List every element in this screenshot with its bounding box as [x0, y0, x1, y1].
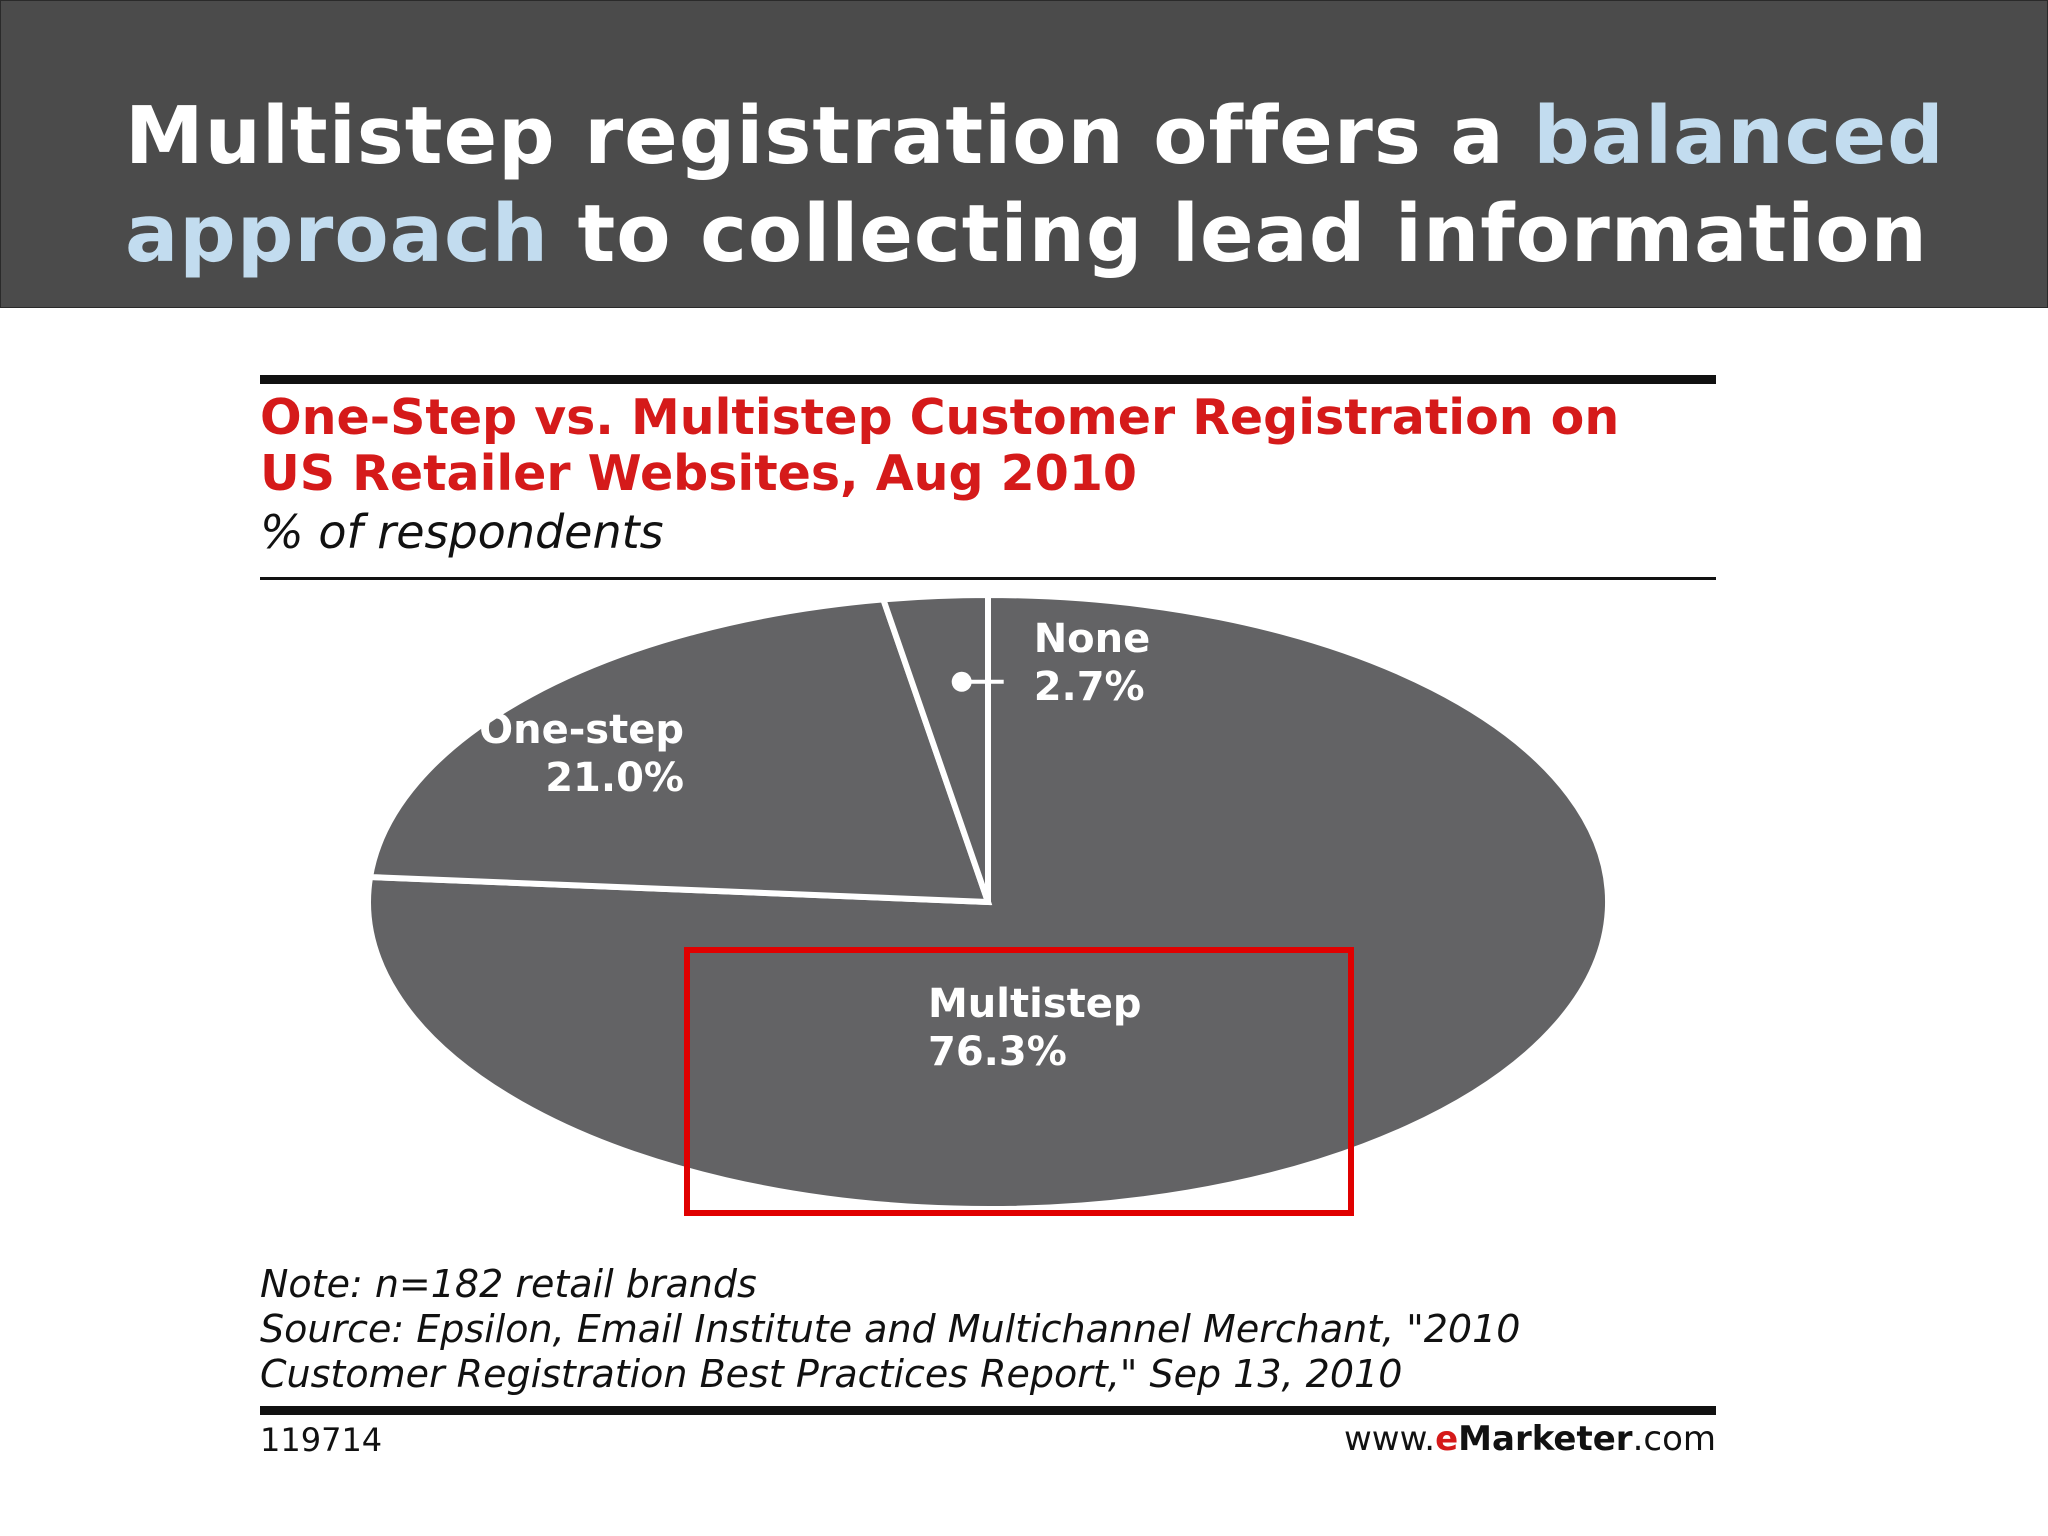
- title-part-2: to collecting lead information: [549, 188, 1928, 280]
- brand-prefix: www.: [1344, 1419, 1436, 1459]
- brand-url: www.eMarketer.com: [1344, 1419, 1716, 1459]
- chart-title: One-Step vs. Multistep Customer Registra…: [260, 390, 1660, 502]
- label-none: None: [1034, 616, 1151, 662]
- chart-id: 119714: [260, 1421, 383, 1459]
- brand-name: Marketer: [1458, 1419, 1633, 1459]
- pie-annotations: [684, 671, 1354, 1216]
- value-one-step: 21.0%: [545, 755, 684, 801]
- chart-title-line-1: One-Step vs. Multistep Customer Registra…: [260, 389, 1620, 446]
- note-text: Note: n=182 retail brands: [260, 1262, 757, 1306]
- slide-header: Multistep registration offers a balanced…: [0, 0, 2048, 308]
- source-line-1: Source: Epsilon, Email Institute and Mul…: [260, 1307, 1521, 1351]
- chart-subtitle: % of respondents: [260, 505, 664, 559]
- pie-slice-one-step: [366, 596, 993, 906]
- title-highlight: balanced approach: [125, 90, 1945, 280]
- value-none: 2.7%: [1034, 664, 1145, 710]
- title-part-1: Multistep registration offers a: [125, 90, 1534, 182]
- label-one-step: One-step: [479, 707, 684, 753]
- top-rule: [260, 375, 1716, 384]
- brand-suffix: .com: [1632, 1419, 1716, 1459]
- label-multistep: Multistep: [928, 981, 1142, 1027]
- pie-slice-none: [879, 595, 991, 903]
- value-multistep: 76.3%: [928, 1029, 1067, 1075]
- chart-figure: One-Step vs. Multistep Customer Registra…: [260, 375, 1716, 1475]
- source-line-2: Customer Registration Best Practices Rep…: [260, 1352, 1403, 1396]
- pie-slices: [365, 595, 1612, 1212]
- chart-notes: Note: n=182 retail brands Source: Epsilo…: [260, 1262, 1716, 1397]
- bottom-rule: [260, 1406, 1716, 1415]
- title-rule: [260, 577, 1716, 580]
- chart-title-line-2: US Retailer Websites, Aug 2010: [260, 445, 1138, 502]
- slide-title: Multistep registration offers a balanced…: [125, 87, 1985, 283]
- highlight-box: [684, 947, 1354, 1216]
- brand-e: e: [1435, 1419, 1459, 1459]
